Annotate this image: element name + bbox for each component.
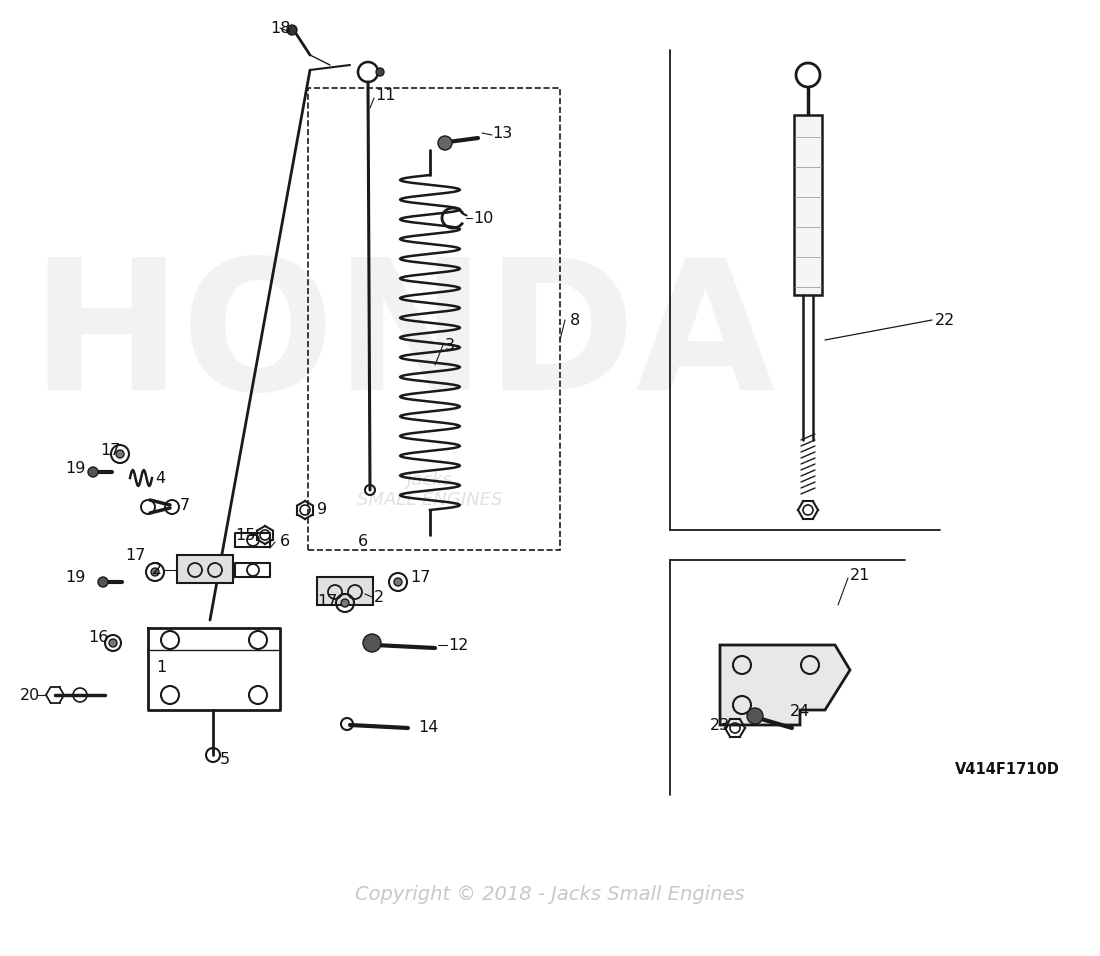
Text: 19: 19	[65, 461, 86, 475]
Text: 7: 7	[180, 497, 190, 512]
Circle shape	[287, 25, 297, 35]
Text: 20: 20	[20, 687, 41, 703]
Text: 21: 21	[850, 568, 870, 582]
Text: 12: 12	[448, 638, 469, 653]
Bar	[794, 115, 822, 295]
Text: 13: 13	[492, 125, 513, 141]
Bar	[317, 577, 373, 605]
Text: 16: 16	[88, 631, 109, 645]
Text: 15: 15	[235, 528, 255, 542]
Text: 1: 1	[156, 661, 166, 676]
Text: 3: 3	[446, 337, 455, 353]
Text: 9: 9	[317, 503, 327, 517]
Text: 17: 17	[410, 571, 430, 585]
Text: 6: 6	[358, 534, 368, 550]
Text: 17: 17	[317, 594, 338, 609]
Circle shape	[88, 467, 98, 477]
Text: V414F1710D: V414F1710D	[955, 763, 1060, 777]
Circle shape	[394, 578, 402, 586]
Circle shape	[98, 577, 108, 587]
Circle shape	[116, 450, 124, 458]
Circle shape	[341, 599, 349, 607]
Polygon shape	[720, 645, 850, 725]
Circle shape	[376, 68, 384, 76]
Text: 2: 2	[374, 590, 384, 604]
Text: HONDA: HONDA	[30, 252, 776, 428]
Text: Jacks
SMALL ENGINES: Jacks SMALL ENGINES	[358, 470, 503, 510]
Text: 10: 10	[473, 210, 494, 226]
Text: 18: 18	[270, 20, 290, 35]
Text: 2: 2	[152, 562, 162, 577]
Text: 11: 11	[375, 88, 396, 102]
Text: 4: 4	[155, 470, 165, 486]
Text: Copyright © 2018 - Jacks Small Engines: Copyright © 2018 - Jacks Small Engines	[355, 885, 745, 904]
Text: 19: 19	[65, 571, 86, 585]
Bar	[308, 88, 560, 550]
Circle shape	[747, 708, 763, 724]
Text: 14: 14	[418, 720, 439, 734]
Text: 8: 8	[570, 313, 581, 328]
Text: 5: 5	[220, 752, 230, 768]
Text: 24: 24	[790, 705, 811, 720]
Bar	[177, 555, 233, 583]
Text: 17: 17	[125, 549, 145, 563]
Text: 17: 17	[100, 443, 120, 458]
Circle shape	[363, 634, 381, 652]
Text: 6: 6	[280, 534, 290, 550]
Text: 23: 23	[710, 718, 730, 732]
Text: 22: 22	[935, 313, 955, 328]
Circle shape	[438, 136, 452, 150]
Circle shape	[151, 568, 160, 576]
Circle shape	[109, 639, 117, 647]
